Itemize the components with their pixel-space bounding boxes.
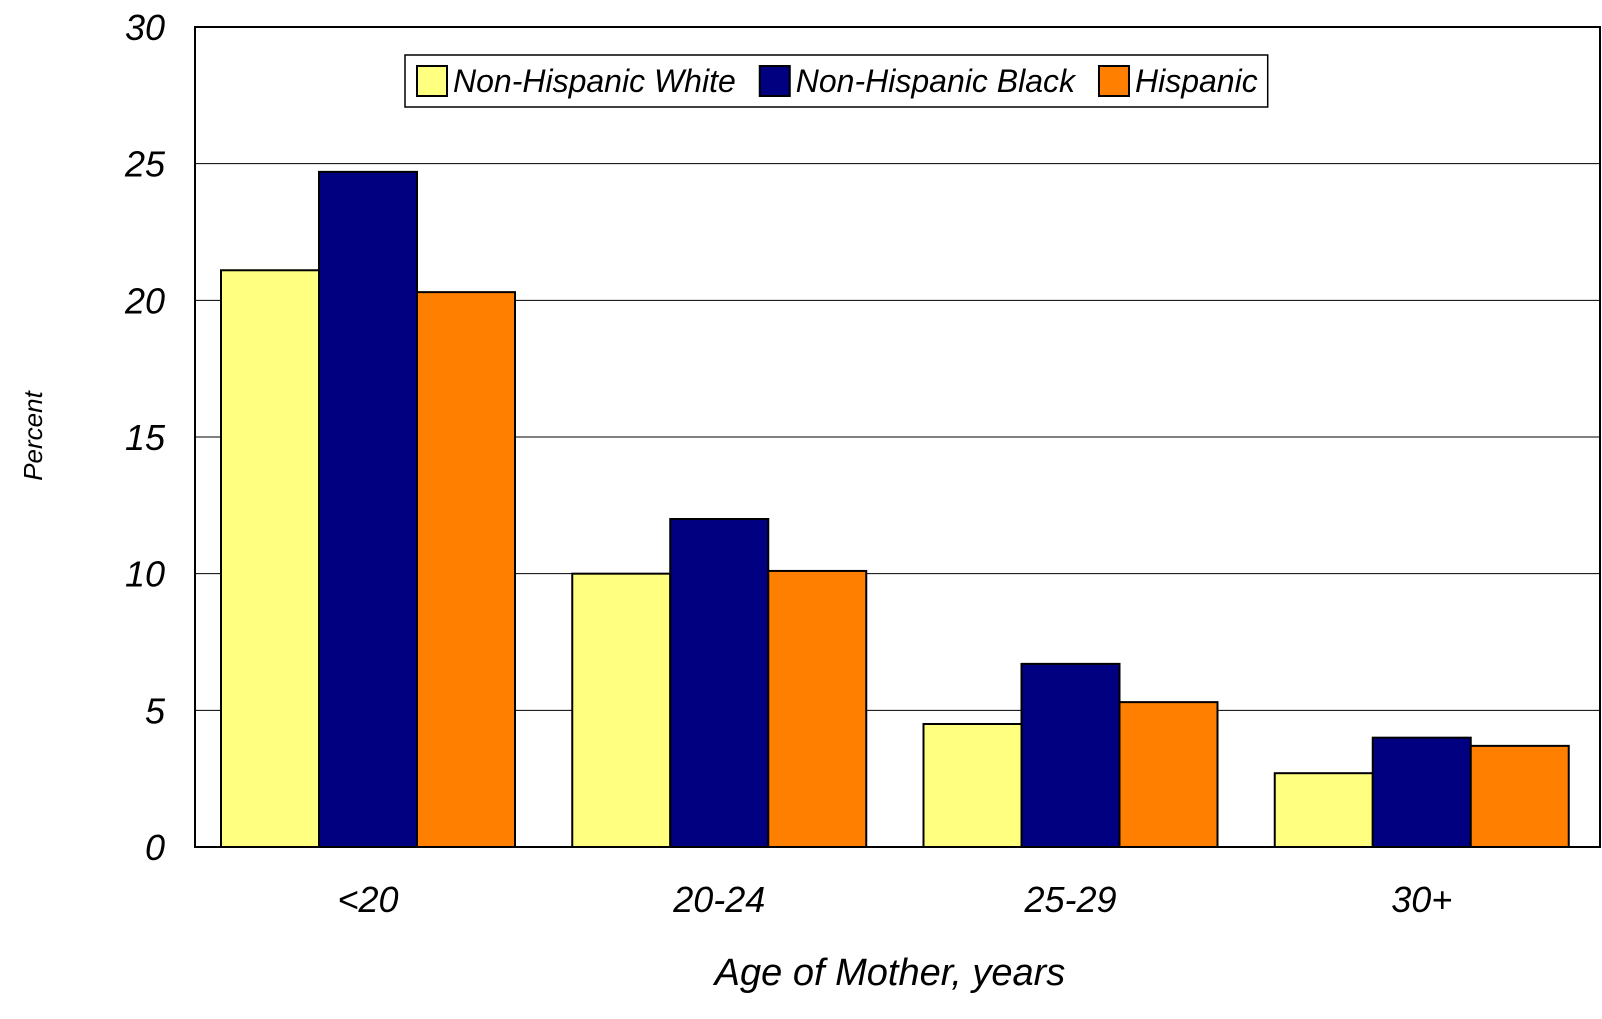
bar [1469,744,1570,848]
y-tick-label: 0 [145,827,165,868]
legend-label: Non-Hispanic Black [796,63,1077,99]
bar [669,518,770,848]
bars [220,170,1570,849]
x-tick-label: 25-29 [1023,879,1116,920]
x-tick-label: 20-24 [672,879,765,920]
bar [220,269,320,848]
bar [1118,701,1219,849]
plot-area-frame [194,26,1601,848]
x-tick-label: 30+ [1391,879,1452,920]
y-tick-label: 25 [124,144,166,185]
legend: Non-Hispanic White Non-Hispanic Black Hisp… [404,54,1269,108]
y-tick-label: 10 [125,554,165,595]
bar [571,572,672,849]
bar [1371,736,1472,849]
y-axis-title: Percent [18,389,48,480]
legend-label: Non-Hispanic White [453,63,736,99]
legend-swatch [416,65,448,97]
bar [922,723,1023,848]
x-tick-label: <20 [337,879,398,920]
legend-label: Hispanic [1135,63,1258,99]
y-axis-ticks: 0 5 10 15 20 25 30 [124,7,166,868]
bar [767,569,868,849]
y-tick-label: 30 [125,7,165,48]
y-tick-label: 15 [125,417,166,458]
y-tick-label: 20 [124,280,165,321]
bar [318,170,418,849]
x-axis-ticks: <20 20-24 25-29 30+ [337,879,1452,920]
bar [1273,772,1374,849]
legend-swatch [1097,65,1130,97]
x-axis-title: Age of Mother, years [713,952,1066,994]
bar [416,291,516,848]
bar [1020,662,1121,848]
legend-swatch [758,65,791,97]
y-tick-label: 5 [145,690,166,731]
